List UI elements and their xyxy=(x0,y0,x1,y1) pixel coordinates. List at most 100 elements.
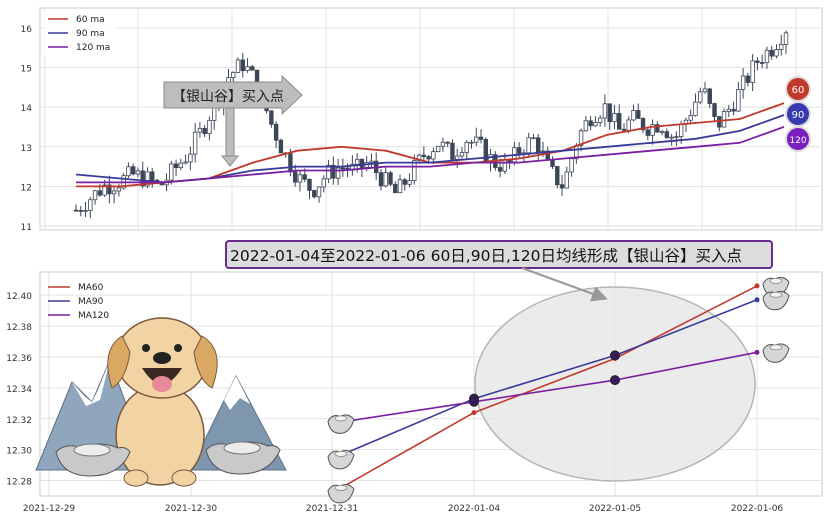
silver-valley-callout: 【银山谷】买入点 xyxy=(163,74,303,167)
candle-body xyxy=(783,32,789,45)
candle-body xyxy=(107,184,112,195)
candle-body xyxy=(431,151,436,160)
candle-body xyxy=(126,166,131,177)
candle-body xyxy=(588,120,593,127)
bottom-legend: MA60 MA90 MA120 xyxy=(48,283,109,321)
dog-mascot-illustration xyxy=(35,317,287,487)
ingot-marker xyxy=(762,290,790,311)
bottom-line-ma90 xyxy=(331,299,758,460)
candle-body xyxy=(636,110,641,119)
bottom-x-tick-label: 2022-01-05 xyxy=(589,504,641,514)
candle-body xyxy=(169,163,174,181)
top-legend: 60 ma 90 ma 120 ma xyxy=(44,12,116,56)
ingot-markers xyxy=(327,276,790,504)
top-y-tick-label: 11 xyxy=(21,223,32,233)
candle-body xyxy=(383,172,388,187)
candle-body xyxy=(678,123,684,137)
candle-body xyxy=(707,88,712,104)
candle-body xyxy=(597,117,603,123)
candle-body xyxy=(273,123,279,141)
bottom-y-tick-label: 12.32 xyxy=(6,416,32,426)
candle-body xyxy=(583,120,589,132)
candle-body xyxy=(435,145,441,153)
ingot-marker-top xyxy=(769,344,783,351)
bottom-x-tick-label: 2021-12-31 xyxy=(306,504,358,514)
candle-body xyxy=(192,131,198,155)
candle-body xyxy=(231,72,236,78)
callout-down-arrow-head xyxy=(220,155,240,167)
bottom-y-tick-label: 12.30 xyxy=(6,447,32,457)
candle-body xyxy=(531,137,536,140)
candle-body xyxy=(388,172,393,185)
candle-body xyxy=(245,66,250,71)
candle-body xyxy=(450,142,455,160)
candle-body xyxy=(197,127,203,133)
candle-body xyxy=(478,136,484,140)
candle-body xyxy=(617,113,622,130)
bottom-line-ma120 xyxy=(331,351,758,425)
candle-body xyxy=(278,139,284,154)
candle-body xyxy=(745,75,751,83)
dog-ear-left xyxy=(107,335,131,389)
mountain-right-snow xyxy=(224,376,250,410)
ingot-marker-top xyxy=(334,451,348,457)
candle-body xyxy=(593,122,598,127)
signal-banner-pointer xyxy=(521,267,608,302)
candle-body xyxy=(173,163,179,169)
top-y-tick-label: 12 xyxy=(21,183,32,193)
bottom-point-ma60 xyxy=(471,410,477,416)
candle-body xyxy=(426,156,431,160)
candle-body xyxy=(130,166,136,175)
candle-body xyxy=(602,103,608,119)
silver-ingot-right-top xyxy=(223,441,261,455)
candle-body xyxy=(526,137,531,154)
dog-tongue xyxy=(152,376,172,392)
candle-body xyxy=(150,171,155,181)
candle-body xyxy=(702,88,708,93)
ingot-marker-top xyxy=(769,278,783,284)
candle-body xyxy=(640,118,646,131)
candle-body xyxy=(354,158,360,165)
candle-body xyxy=(559,184,565,189)
candle-body xyxy=(612,113,617,123)
candle-body xyxy=(721,111,727,128)
candle-body xyxy=(312,190,317,198)
candle-body xyxy=(297,174,303,183)
candle-body xyxy=(316,186,322,198)
cross-point-marker xyxy=(610,375,620,386)
bottom-ma-lines xyxy=(329,283,760,496)
candle-body xyxy=(207,119,212,135)
candle-body xyxy=(736,88,741,112)
bottom-point-ma60 xyxy=(754,283,760,289)
candle-body xyxy=(326,164,331,180)
ingot-marker xyxy=(762,343,790,363)
bottom-y-tick-label: 12.28 xyxy=(6,478,32,488)
candle-body xyxy=(73,209,79,212)
top-y-tick-label: 15 xyxy=(21,64,32,74)
candle-body xyxy=(497,167,503,172)
candle-body xyxy=(440,141,446,147)
ingot-marker-top xyxy=(334,485,348,491)
bottom-x-axis: 2021-12-29 2021-12-30 2021-12-31 2022-01-04… xyxy=(23,504,784,514)
callout-arrow-box xyxy=(163,74,303,116)
candle-body xyxy=(769,49,774,57)
top-y-tick-label: 14 xyxy=(21,104,33,114)
callout-down-arrow-shaft xyxy=(225,107,235,157)
signal-banner-box xyxy=(225,240,773,269)
candle-body xyxy=(674,136,679,138)
top-y-tick-label: 16 xyxy=(21,25,33,35)
bottom-ma-detail-chart: 12.28 12.30 12.32 12.34 12.36 12.38 12.40 2021… xyxy=(6,271,823,514)
candle-body xyxy=(250,66,255,71)
legend-label-ma60: MA60 xyxy=(78,283,104,293)
badge-120 xyxy=(785,126,811,152)
candle-body xyxy=(145,171,150,187)
candle-body xyxy=(516,147,522,154)
candle-body xyxy=(83,209,88,212)
candle-body xyxy=(664,131,670,139)
candle-body xyxy=(397,179,403,194)
candle-body xyxy=(445,141,450,144)
candle-body xyxy=(412,160,417,181)
candle-body xyxy=(459,152,465,157)
candle-body xyxy=(669,136,674,139)
